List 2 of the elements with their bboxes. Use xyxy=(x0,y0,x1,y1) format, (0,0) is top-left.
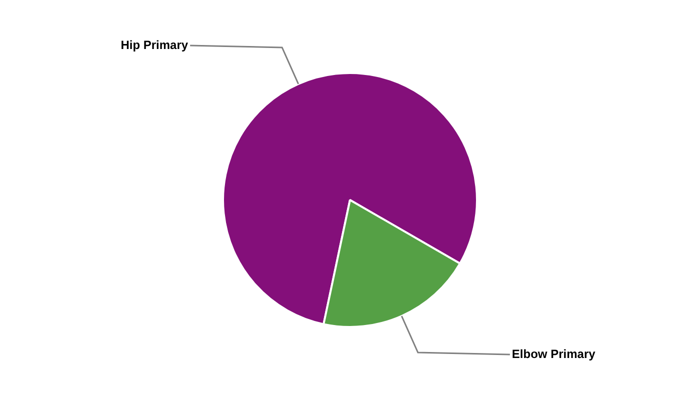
slice-label: Elbow Primary xyxy=(512,346,596,361)
slice-label: Hip Primary xyxy=(120,38,188,52)
